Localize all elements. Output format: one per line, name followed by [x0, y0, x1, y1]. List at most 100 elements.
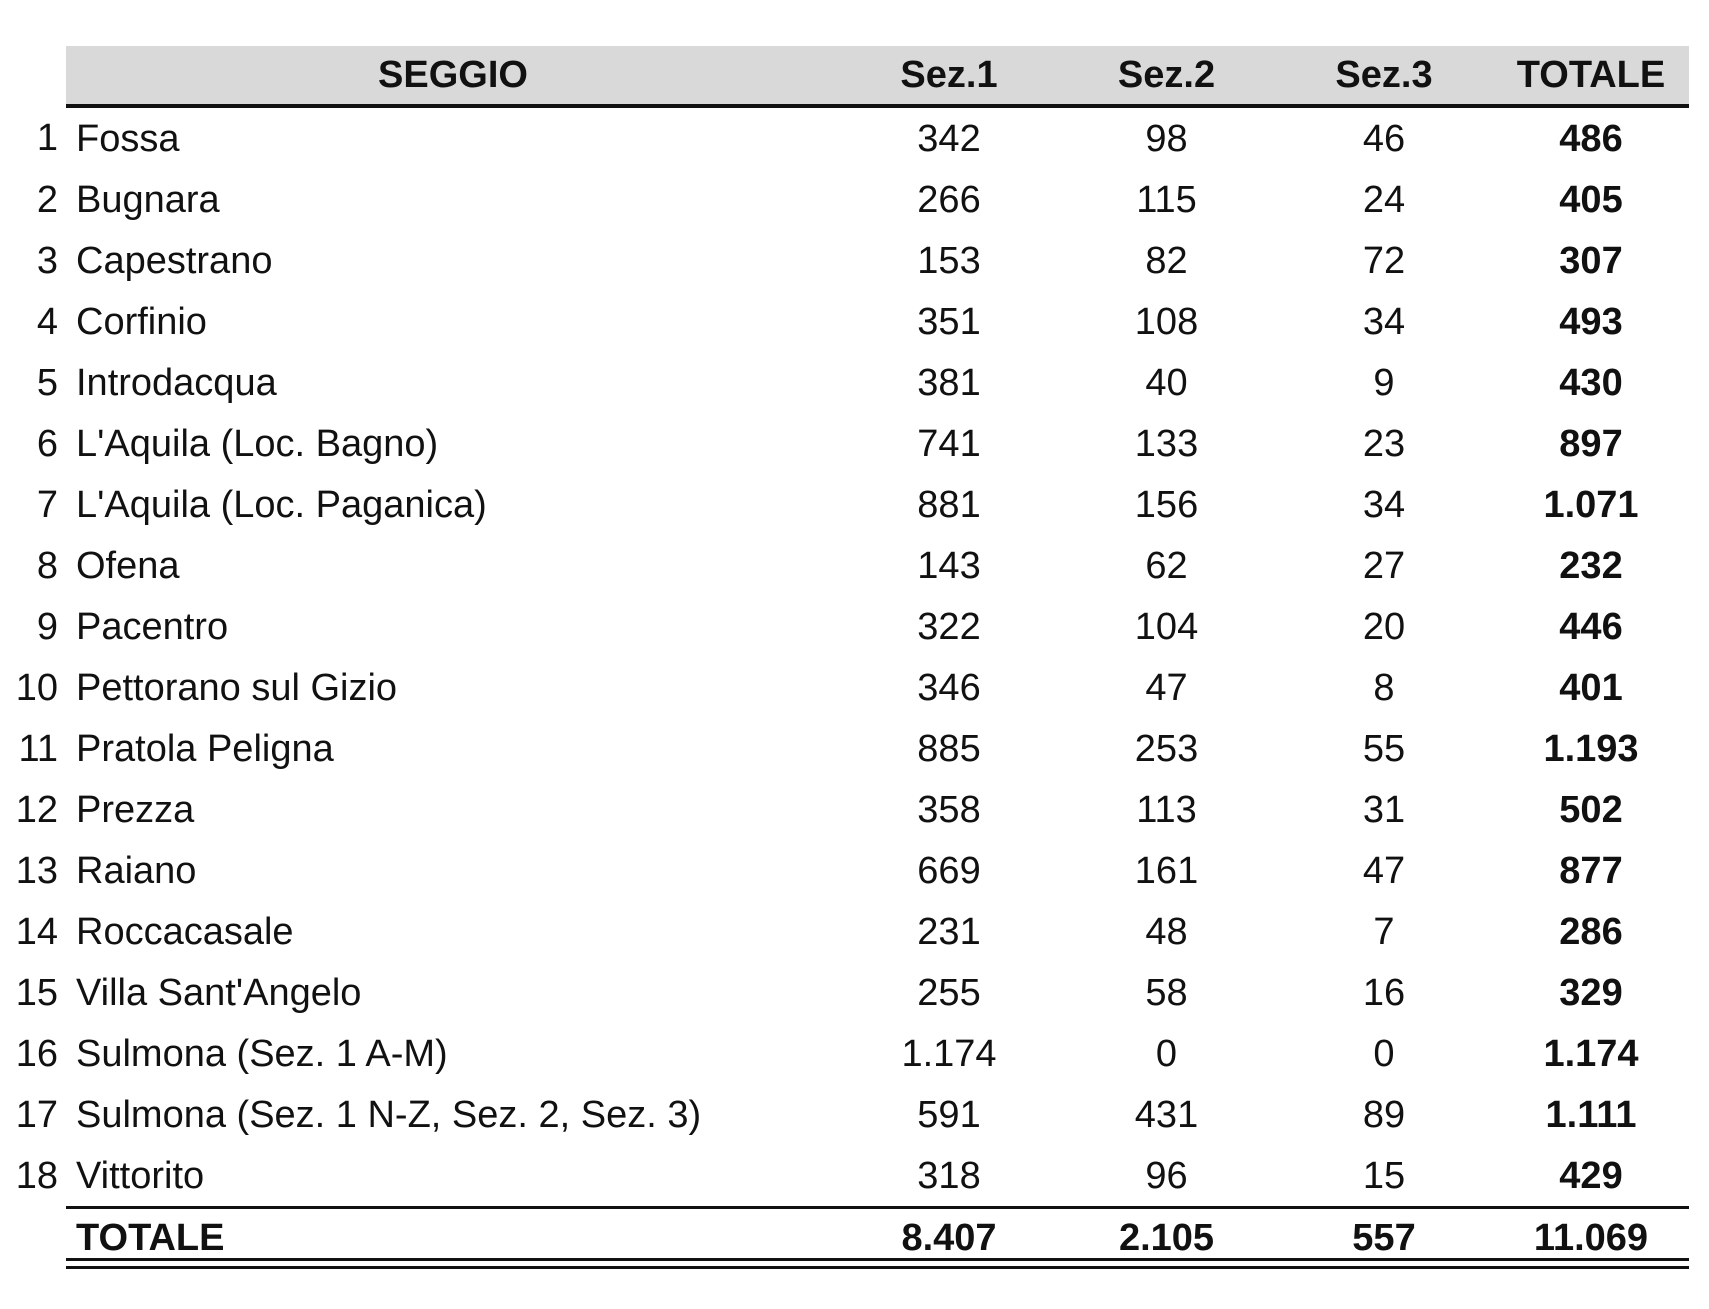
row-total: 502 — [1559, 788, 1623, 831]
sez2-value: 115 — [1136, 178, 1197, 221]
sez1-value: 342 — [917, 117, 981, 160]
bottom-double-rule-lower — [66, 1266, 1689, 1269]
seggio-name: Bugnara — [76, 178, 220, 221]
row-total: 286 — [1559, 910, 1623, 953]
sez1-value: 318 — [917, 1154, 981, 1197]
seggio-name: L'Aquila (Loc. Paganica) — [76, 483, 487, 526]
sez3-value: 31 — [1362, 788, 1406, 831]
sez2-value: 62 — [1145, 544, 1188, 587]
sez3-value: 72 — [1362, 239, 1406, 282]
table-row: 2 Bugnara 266 115 24 405 — [0, 169, 1689, 230]
row-number: 5 — [36, 361, 58, 404]
row-number: 3 — [36, 239, 58, 282]
totals-sez2: 2.105 — [1058, 1206, 1275, 1267]
seggio-name: Pacentro — [76, 605, 229, 648]
table-row: 3 Capestrano 153 82 72 307 — [0, 230, 1689, 291]
sez3-value: 46 — [1362, 117, 1406, 160]
row-number: 14 — [15, 910, 58, 953]
table-row: 6 L'Aquila (Loc. Bagno) 741 133 23 897 — [0, 413, 1689, 474]
row-number: 12 — [15, 788, 58, 831]
sez3-value: 7 — [1373, 910, 1395, 953]
sez2-value: 96 — [1145, 1154, 1188, 1197]
row-total: 1.071 — [1543, 483, 1639, 526]
sez1-value: 881 — [917, 483, 981, 526]
seggio-name: L'Aquila (Loc. Bagno) — [76, 422, 439, 465]
totals-label: TOTALE — [66, 1206, 840, 1267]
row-number: 9 — [36, 605, 58, 648]
sez1-value: 358 — [917, 788, 981, 831]
seggio-name: Vittorito — [76, 1154, 205, 1197]
seggio-name: Prezza — [76, 788, 195, 831]
sez3-value: 16 — [1362, 971, 1406, 1014]
totals-grand-total: 11.069 — [1493, 1206, 1689, 1267]
sez3-value: 20 — [1362, 605, 1406, 648]
row-total: 307 — [1559, 239, 1623, 282]
row-total: 401 — [1559, 666, 1623, 709]
totals-sez1: 8.407 — [840, 1206, 1058, 1267]
sez1-value: 255 — [917, 971, 981, 1014]
table-body: 1 Fossa 342 98 46 486 2 Bugnara 266 115 24 405 3 Cape… — [0, 106, 1689, 1208]
header-sez1: Sez.1 — [840, 46, 1058, 108]
table-row: 11 Pratola Peligna 885 253 55 1.193 — [0, 718, 1689, 779]
sez2-value: 82 — [1145, 239, 1188, 282]
sez3-value: 27 — [1362, 544, 1406, 587]
seggio-name: Sulmona (Sez. 1 N-Z, Sez. 2, Sez. 3) — [76, 1093, 702, 1136]
sez2-value: 431 — [1134, 1093, 1199, 1136]
sez1-value: 741 — [917, 422, 981, 465]
sez3-value: 15 — [1362, 1154, 1406, 1197]
row-number: 8 — [36, 544, 58, 587]
seggio-name: Roccacasale — [76, 910, 294, 953]
sez1-value: 143 — [917, 544, 981, 587]
row-number: 16 — [15, 1032, 58, 1075]
table-row: 8 Ofena 143 62 27 232 — [0, 535, 1689, 596]
table-row: 17 Sulmona (Sez. 1 N-Z, Sez. 2, Sez. 3) 59… — [0, 1084, 1689, 1145]
seggio-name: Introdacqua — [76, 361, 277, 404]
table-row: 10 Pettorano sul Gizio 346 47 8 401 — [0, 657, 1689, 718]
totals-index-blank — [0, 1208, 66, 1268]
seggio-name: Fossa — [76, 117, 180, 160]
sez2-value: 108 — [1134, 300, 1199, 343]
seggio-name: Corfinio — [76, 300, 207, 343]
sez1-value: 231 — [917, 910, 981, 953]
row-number: 17 — [15, 1093, 58, 1136]
sez1-value: 266 — [917, 178, 981, 221]
sez3-value: 8 — [1373, 666, 1395, 709]
row-number: 4 — [36, 300, 58, 343]
row-total: 430 — [1559, 361, 1623, 404]
seggio-name: Ofena — [76, 544, 180, 587]
header-seggio: SEGGIO — [66, 46, 840, 108]
sez3-value: 55 — [1362, 727, 1406, 770]
sez3-value: 23 — [1362, 422, 1406, 465]
table-row: 1 Fossa 342 98 46 486 — [0, 106, 1689, 169]
sez2-value: 161 — [1134, 849, 1199, 892]
results-table: SEGGIO Sez.1 Sez.2 Sez.3 TOTALE 1 Fossa 34… — [0, 46, 1689, 1267]
table-row: 12 Prezza 358 113 31 502 — [0, 779, 1689, 840]
sez2-value: 47 — [1145, 666, 1188, 709]
header-index-blank — [0, 46, 66, 106]
row-total: 493 — [1559, 300, 1623, 343]
row-total: 486 — [1559, 117, 1623, 160]
sez1-value: 1.174 — [901, 1032, 997, 1075]
header-row: SEGGIO Sez.1 Sez.2 Sez.3 TOTALE — [0, 46, 1689, 108]
sez3-value: 34 — [1362, 483, 1406, 526]
table-row: 7 L'Aquila (Loc. Paganica) 881 156 34 1.071 — [0, 474, 1689, 535]
row-total: 877 — [1559, 849, 1623, 892]
seggio-name: Raiano — [76, 849, 197, 892]
header-sez2: Sez.2 — [1058, 46, 1275, 108]
sez2-value: 58 — [1145, 971, 1188, 1014]
row-number: 11 — [18, 727, 58, 770]
sez2-value: 40 — [1145, 361, 1188, 404]
bottom-double-rule-upper — [66, 1258, 1689, 1261]
seggio-name: Pettorano sul Gizio — [76, 666, 398, 709]
table-row: 9 Pacentro 322 104 20 446 — [0, 596, 1689, 657]
row-number: 1 — [36, 116, 58, 159]
table-row: 5 Introdacqua 381 40 9 430 — [0, 352, 1689, 413]
row-number: 15 — [15, 971, 58, 1014]
row-total: 429 — [1559, 1154, 1623, 1197]
sez1-value: 346 — [917, 666, 981, 709]
seggio-name: Sulmona (Sez. 1 A-M) — [76, 1032, 448, 1075]
sez3-value: 89 — [1362, 1093, 1406, 1136]
table-footer: TOTALE 8.407 2.105 557 11.069 — [0, 1206, 1689, 1268]
totals-sez3: 557 — [1275, 1206, 1493, 1267]
seggio-name: Villa Sant'Angelo — [76, 971, 362, 1014]
